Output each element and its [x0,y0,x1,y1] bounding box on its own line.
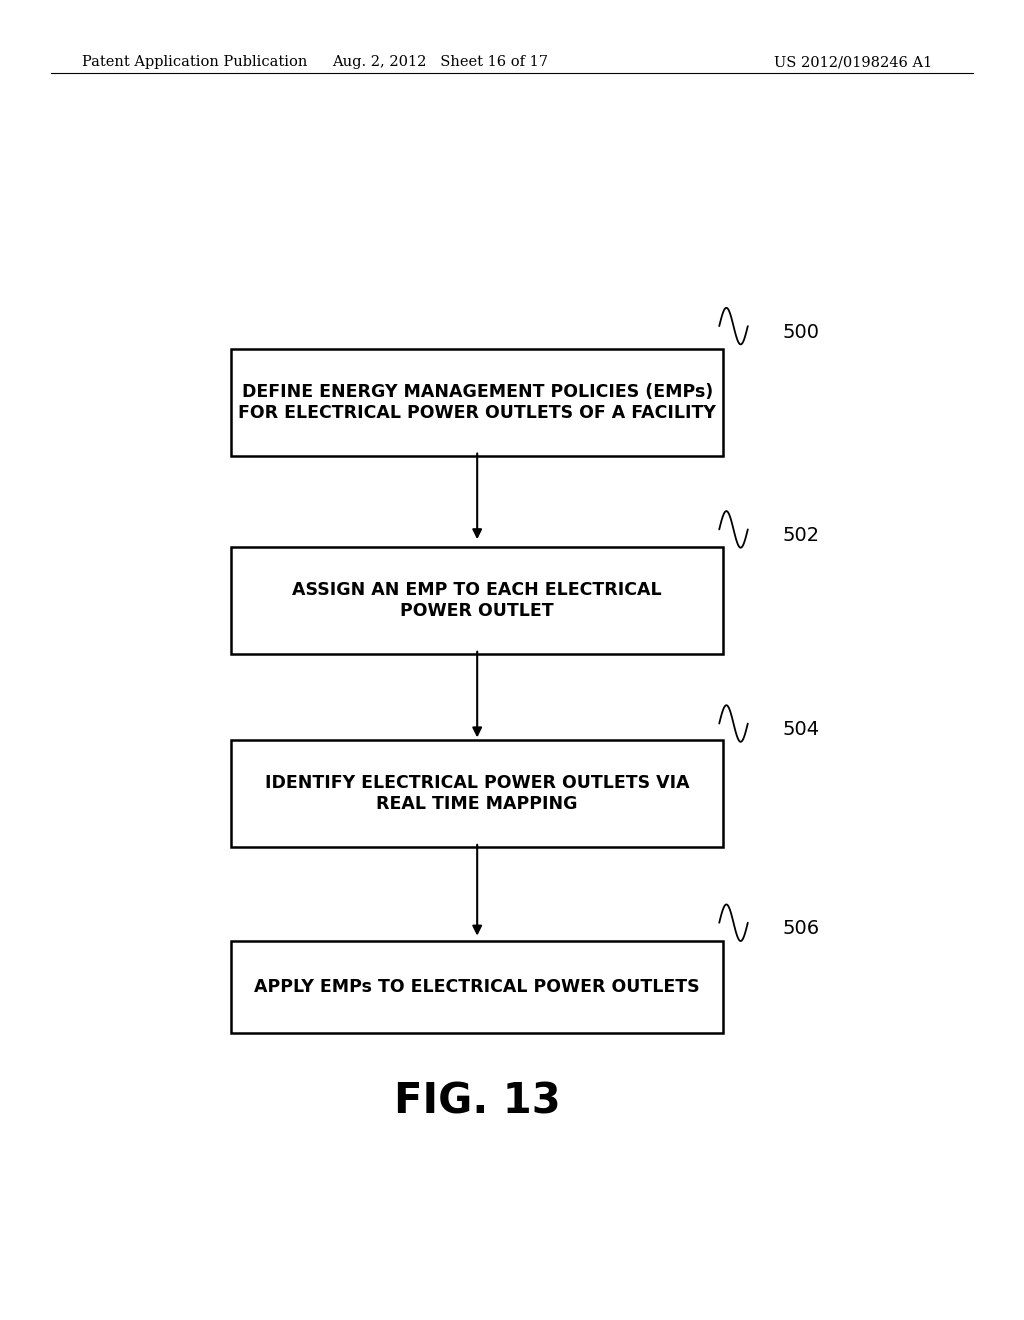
Text: 502: 502 [782,525,820,545]
Text: ASSIGN AN EMP TO EACH ELECTRICAL
POWER OUTLET: ASSIGN AN EMP TO EACH ELECTRICAL POWER O… [293,581,662,620]
Text: DEFINE ENERGY MANAGEMENT POLICIES (EMPs)
FOR ELECTRICAL POWER OUTLETS OF A FACIL: DEFINE ENERGY MANAGEMENT POLICIES (EMPs)… [239,383,716,421]
Text: Aug. 2, 2012   Sheet 16 of 17: Aug. 2, 2012 Sheet 16 of 17 [333,55,548,70]
Text: APPLY EMPs TO ELECTRICAL POWER OUTLETS: APPLY EMPs TO ELECTRICAL POWER OUTLETS [254,978,700,995]
Bar [231,348,723,455]
Text: FIG. 13: FIG. 13 [394,1081,560,1122]
Text: IDENTIFY ELECTRICAL POWER OUTLETS VIA
REAL TIME MAPPING: IDENTIFY ELECTRICAL POWER OUTLETS VIA RE… [265,775,689,813]
Bar [231,548,723,653]
Text: US 2012/0198246 A1: US 2012/0198246 A1 [773,55,932,70]
Text: 500: 500 [782,322,820,342]
Text: 506: 506 [782,919,820,939]
Text: 504: 504 [782,721,820,739]
Text: Patent Application Publication: Patent Application Publication [82,55,307,70]
Bar [231,741,723,847]
Bar [231,941,723,1032]
